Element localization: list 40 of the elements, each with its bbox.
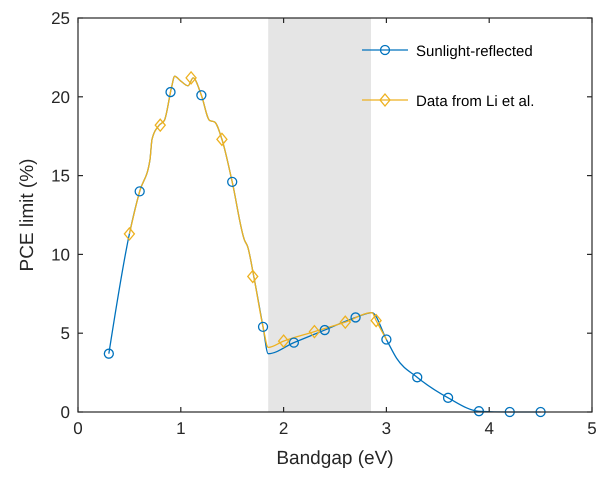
point — [216, 132, 228, 146]
point — [196, 90, 207, 100]
y-tick-label: 5 — [60, 324, 70, 344]
point — [535, 406, 546, 418]
point — [504, 406, 515, 418]
point — [381, 334, 392, 345]
x-tick-label: 3 — [382, 419, 392, 438]
y-tick-label: 15 — [51, 166, 70, 186]
point — [134, 186, 145, 197]
legend-label: Data from Li et al. — [416, 93, 534, 110]
point — [227, 176, 238, 188]
point — [247, 270, 258, 284]
x-tick-label: 4 — [484, 419, 494, 438]
point — [370, 314, 382, 328]
y-axis-title: PCE limit (%) — [17, 158, 38, 272]
point — [278, 334, 290, 348]
point — [185, 71, 197, 85]
point — [320, 324, 330, 336]
point — [165, 86, 176, 98]
point — [474, 406, 484, 416]
point — [124, 227, 136, 241]
y-tick-label: 25 — [51, 9, 70, 28]
y-tick-label: 0 — [60, 403, 70, 422]
y-tick-label: 10 — [51, 245, 70, 264]
legend-label: Sunlight-reflected — [416, 43, 533, 60]
x-axis-title: Bandgap (eV) — [276, 448, 394, 469]
x-tick-label: 2 — [278, 419, 288, 438]
y-tick-label: 20 — [51, 88, 70, 107]
x-tick-label: 1 — [176, 419, 186, 438]
point — [104, 348, 114, 359]
point — [258, 322, 268, 332]
point — [442, 392, 454, 403]
x-tick-label: 5 — [587, 419, 597, 438]
x-tick-label: 0 — [73, 419, 83, 438]
point — [288, 338, 300, 348]
point — [340, 316, 351, 329]
point — [412, 372, 422, 382]
point — [308, 324, 320, 338]
point — [350, 312, 361, 323]
point — [154, 118, 166, 132]
